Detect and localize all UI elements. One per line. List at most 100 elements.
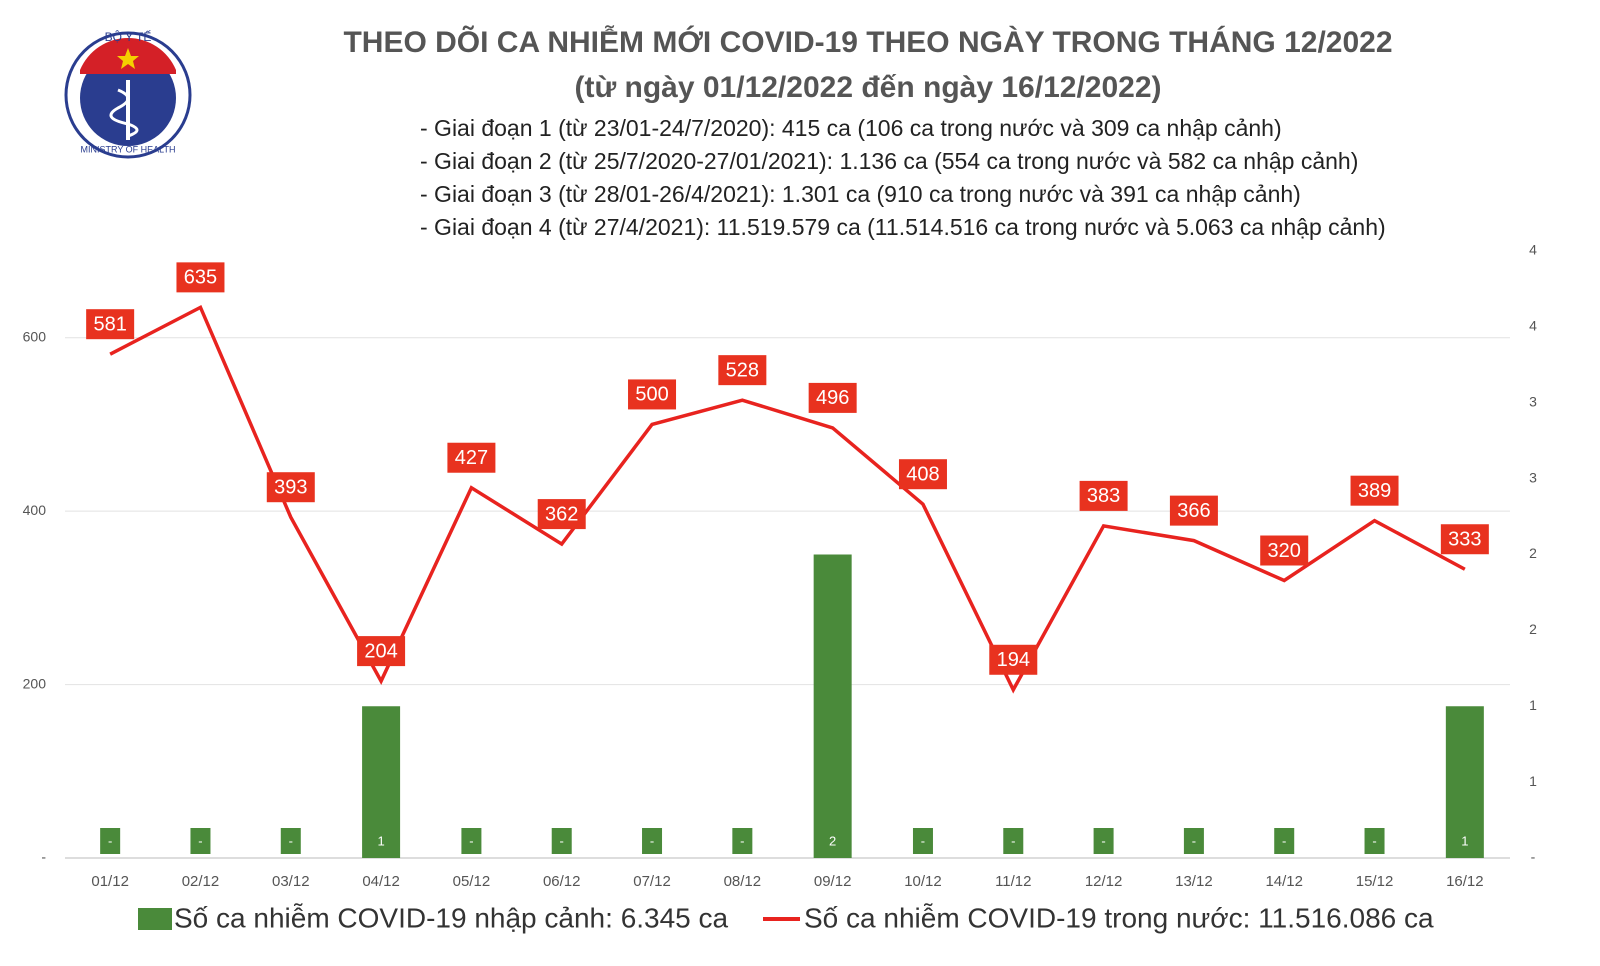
bar-label-bg	[100, 828, 121, 854]
y-tick-label: 200	[23, 675, 47, 691]
bar-label-bg	[551, 828, 572, 854]
line-label: 362	[545, 503, 578, 525]
bar-label-bg	[642, 828, 663, 854]
line-label-bg	[1169, 495, 1218, 526]
bar-label: -	[289, 833, 293, 848]
line-label: 333	[1448, 529, 1481, 551]
line-label-bg	[447, 442, 496, 473]
bar-label-bg	[1183, 828, 1204, 854]
line-label: 427	[455, 447, 488, 469]
x-tick-label: 05/12	[453, 873, 491, 890]
x-tick-label: 03/12	[272, 873, 310, 890]
line-label: 393	[274, 476, 307, 498]
bar-label-bg	[1274, 828, 1295, 854]
line-label-bg	[1260, 535, 1309, 566]
legend-swatch	[138, 908, 172, 930]
bar-label: -	[1282, 833, 1286, 848]
line-label-bg	[628, 379, 677, 410]
line-label-bg	[718, 355, 767, 386]
line-label: 581	[93, 313, 126, 335]
line-label-bg	[1079, 480, 1128, 511]
y2-tick-label: 4	[1529, 318, 1537, 334]
bar-label: -	[921, 833, 925, 848]
y2-tick-label: -	[1531, 849, 1536, 865]
line-label-bg	[176, 262, 225, 293]
note: - Giai đoạn 1 (từ 23/01-24/7/2020): 415 …	[420, 115, 1282, 141]
line-label-bg	[86, 309, 135, 340]
bar-label: 1	[1461, 833, 1468, 848]
line-label: 496	[816, 387, 849, 409]
bar-label-bg	[190, 828, 211, 854]
line	[109, 304, 1466, 694]
bar-label-bg	[1093, 828, 1114, 854]
x-tick-label: 08/12	[724, 873, 762, 890]
note: - Giai đoạn 2 (từ 25/7/2020-27/01/2021):…	[420, 148, 1358, 174]
line-label: 500	[635, 384, 668, 406]
line-label-bg	[266, 472, 315, 503]
line-label: 320	[1268, 540, 1301, 562]
bar-label-bg	[1454, 828, 1475, 854]
x-tick-label: 11/12	[995, 873, 1031, 890]
bar-label: -	[1192, 833, 1196, 848]
x-tick-label: 09/12	[814, 873, 852, 890]
y-tick-label: -	[41, 849, 46, 865]
line-label: 383	[1087, 485, 1120, 507]
bar-label: 1	[377, 833, 384, 848]
bar-label-bg	[461, 828, 482, 854]
line-label-bg	[808, 382, 857, 413]
x-tick-label: 01/12	[91, 873, 129, 890]
line-label-bg	[1440, 524, 1489, 555]
line-label: 366	[1177, 500, 1210, 522]
x-tick-label: 13/12	[1175, 873, 1213, 890]
x-tick-label: 14/12	[1265, 873, 1303, 890]
bar-label: -	[740, 833, 744, 848]
x-tick-label: 04/12	[362, 873, 400, 890]
bar-label-bg	[371, 828, 392, 854]
y2-tick-label: 1	[1529, 773, 1537, 789]
bar-label: -	[1101, 833, 1105, 848]
logo-bottom-text: MINISTRY OF HEALTH	[80, 144, 175, 154]
logo: BỘ Y TẾ MINISTRY OF HEALTH	[64, 29, 192, 159]
bar-label-bg	[732, 828, 753, 854]
logo-top-text: BỘ Y TẾ	[105, 29, 152, 44]
bar	[813, 554, 852, 858]
bar-label-bg	[912, 828, 933, 854]
line-label-bg	[989, 644, 1038, 675]
line-label-bg	[898, 459, 947, 490]
y-tick-label: 600	[23, 328, 47, 344]
line-label: 528	[726, 359, 759, 381]
bar-label: -	[650, 833, 654, 848]
bar-label: 2	[829, 833, 836, 848]
line-label: 635	[184, 267, 217, 289]
bar-label: -	[560, 833, 564, 848]
bar-label: -	[108, 833, 112, 848]
line-label-bg	[1350, 475, 1399, 506]
x-tick-label: 06/12	[543, 873, 581, 890]
y2-tick-label: 2	[1529, 621, 1537, 637]
x-tick-label: 10/12	[904, 873, 942, 890]
x-tick-label: 02/12	[182, 873, 220, 890]
x-tick-label: 07/12	[633, 873, 671, 890]
bar-label-bg	[1364, 828, 1385, 854]
line-label-bg	[357, 636, 406, 667]
chart-subtitle: (từ ngày 01/12/2022 đến ngày 16/12/2022)	[574, 71, 1161, 104]
chart-title: THEO DÕI CA NHIỄM MỚI COVID-19 THEO NGÀY…	[343, 25, 1392, 59]
line-label: 194	[997, 649, 1030, 671]
bar-label-bg	[280, 828, 301, 854]
note: - Giai đoạn 3 (từ 28/01-26/4/2021): 1.30…	[420, 181, 1301, 207]
bar-label: -	[198, 833, 202, 848]
logo-snake	[109, 88, 139, 138]
bar-label: -	[1372, 833, 1376, 848]
bar-label: -	[1011, 833, 1015, 848]
note: - Giai đoạn 4 (từ 27/4/2021): 11.519.579…	[420, 214, 1386, 240]
x-tick-label: 12/12	[1085, 873, 1123, 890]
y2-tick-label: 2	[1529, 545, 1537, 561]
y2-tick-label: 1	[1529, 697, 1537, 713]
x-tick-label: 16/12	[1446, 873, 1484, 890]
legend-label: Số ca nhiễm COVID-19 trong nước: 11.516.…	[804, 902, 1434, 933]
line-label: 389	[1358, 480, 1391, 502]
y-tick-label: 400	[23, 502, 47, 518]
line-label-bg	[537, 499, 586, 530]
